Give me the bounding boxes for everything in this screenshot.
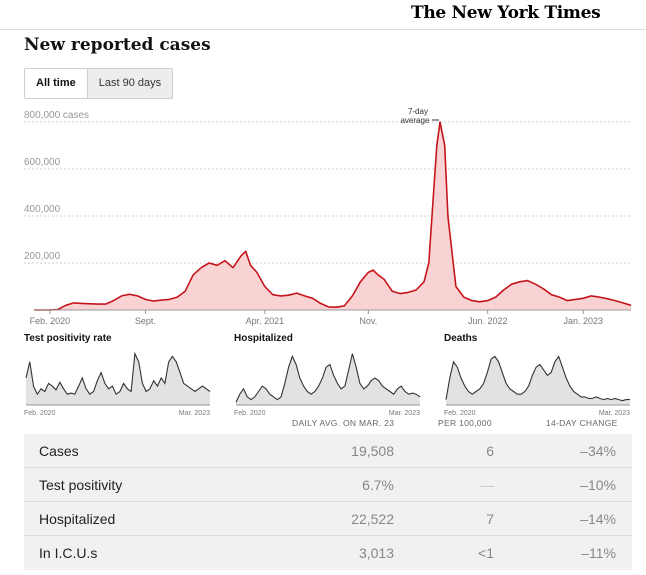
- row-daily-avg: 6.7%: [362, 477, 394, 493]
- y-tick-label: 400,000: [24, 204, 61, 215]
- y-tick-label: 200,000: [24, 251, 61, 262]
- y-tick-label: 800,000 cases: [24, 110, 89, 121]
- test-positivity-mini-chart: Test positivity rate Feb. 2020 Mar. 2023: [24, 333, 224, 417]
- sparkline-area: [236, 353, 420, 405]
- row-daily-avg: 19,508: [351, 443, 394, 459]
- nyt-logo[interactable]: The New York Times: [411, 3, 601, 23]
- x-tick-label: Sept.: [135, 316, 156, 326]
- header-daily-avg: DAILY AVG. ON MAR. 23: [292, 418, 395, 428]
- sparkline-start-label: Feb. 2020: [444, 410, 476, 417]
- row-label: In I.C.U.s: [39, 545, 98, 561]
- last-90-days-button[interactable]: Last 90 days: [98, 77, 162, 89]
- deaths-mini-chart: Deaths Feb. 2020 Mar. 2023: [444, 333, 644, 417]
- x-tick-label: Jun. 2022: [468, 316, 508, 326]
- hospitalized-mini-chart: Hospitalized Feb. 2020 Mar. 2023: [234, 333, 434, 417]
- test-positivity-sparkline: Feb. 2020 Mar. 2023: [24, 351, 211, 417]
- row-14-day-change: –10%: [580, 477, 616, 493]
- sparkline-line: [25, 351, 211, 396]
- deaths-sparkline: Feb. 2020 Mar. 2023: [444, 355, 630, 417]
- row-per-100000: —: [480, 477, 494, 493]
- cases-chart: 200,000 400,000 600,000 800,000 cases Feb. 2…: [24, 107, 632, 326]
- row-label: Hospitalized: [39, 511, 116, 527]
- deaths-title: Deaths: [444, 333, 478, 344]
- row-14-day-change: –11%: [581, 545, 616, 561]
- sparkline-end-label: Mar. 2023: [599, 410, 630, 417]
- page-title: New reported cases: [24, 35, 211, 55]
- row-label: Test positivity: [39, 477, 123, 493]
- y-tick-label: 600,000: [24, 157, 61, 168]
- header-14-day-change: 14-DAY CHANGE: [546, 418, 618, 428]
- sparkline-start-label: Feb. 2020: [234, 410, 266, 417]
- sparkline-area: [26, 353, 210, 405]
- test-positivity-title: Test positivity rate: [24, 333, 112, 344]
- row-14-day-change: –14%: [580, 511, 616, 527]
- x-tick-label: Jan. 2023: [563, 316, 603, 326]
- cases-line: [33, 121, 632, 311]
- row-daily-avg: 3,013: [358, 545, 394, 561]
- row-daily-avg: 22,522: [351, 511, 394, 527]
- sparkline-area: [446, 356, 630, 405]
- masthead: The New York Times: [0, 0, 646, 30]
- sparkline-end-label: Mar. 2023: [179, 410, 210, 417]
- hospitalized-title: Hospitalized: [234, 333, 293, 344]
- x-tick-label: Apr. 2021: [246, 316, 285, 326]
- x-tick-label: Nov.: [359, 316, 377, 326]
- row-14-day-change: –34%: [580, 443, 616, 459]
- time-range-toggle: All time Last 90 days: [24, 68, 174, 99]
- header-per-100000: PER 100,000: [438, 418, 492, 428]
- table-row-test-positivity: Test positivity 6.7% — –10%: [24, 468, 632, 502]
- annotation-line-2: average: [400, 116, 429, 125]
- sparkline-line: [235, 353, 421, 403]
- table-row-hospitalized: Hospitalized 22,522 7 –14%: [24, 502, 632, 536]
- row-label: Cases: [39, 443, 79, 459]
- row-per-100000: 6: [486, 443, 494, 459]
- hospitalized-sparkline: Feb. 2020 Mar. 2023: [234, 353, 421, 417]
- stats-table: Cases 19,508 6 –34% Test positivity 6.7%…: [24, 434, 632, 570]
- sparkline-start-label: Feb. 2020: [24, 410, 56, 417]
- row-per-100000: <1: [478, 545, 494, 561]
- x-tick-label: Feb. 2020: [30, 316, 71, 326]
- sparkline-line: [445, 355, 630, 402]
- annotation-line-1: 7-day: [408, 107, 428, 116]
- table-row-icu: In I.C.U.s 3,013 <1 –11%: [24, 536, 632, 570]
- row-per-100000: 7: [486, 511, 494, 527]
- table-row-cases: Cases 19,508 6 –34%: [24, 434, 632, 468]
- all-time-button[interactable]: All time: [25, 69, 88, 98]
- sparkline-end-label: Mar. 2023: [389, 410, 420, 417]
